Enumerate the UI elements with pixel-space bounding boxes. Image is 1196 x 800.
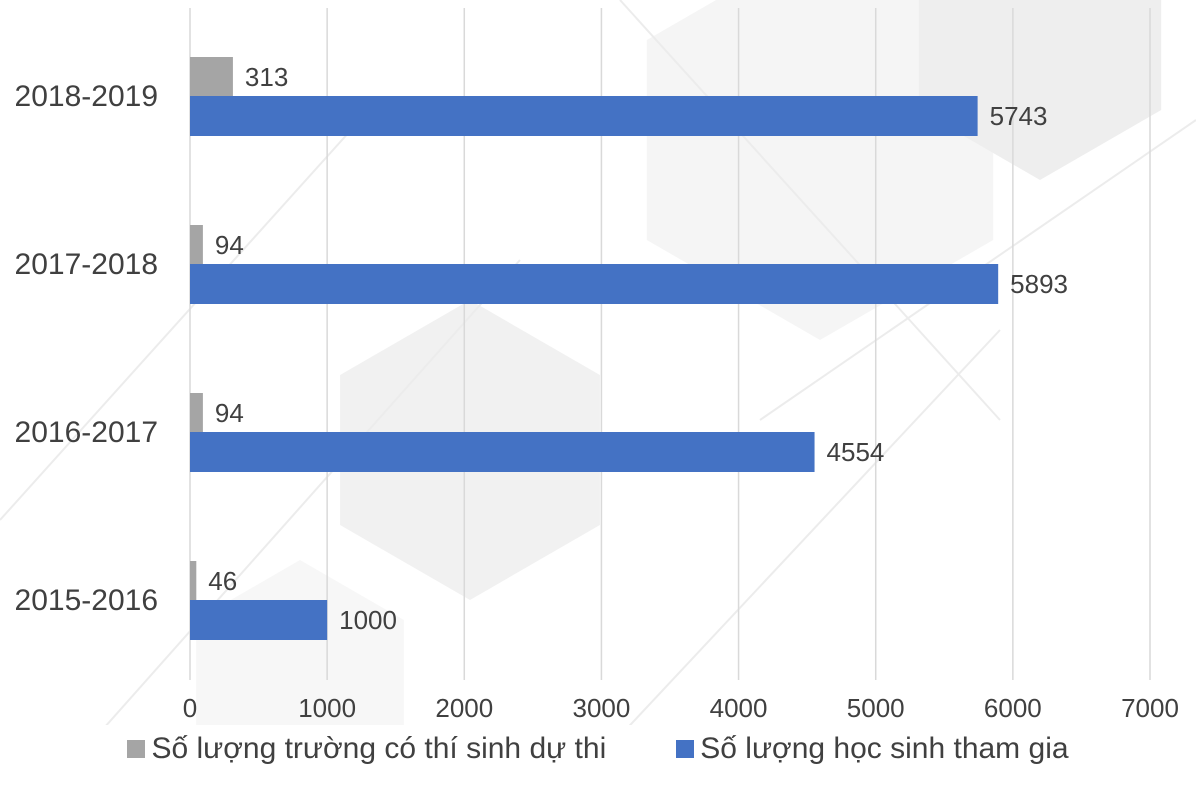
legend-item-students: Số lượng học sinh tham gia: [676, 732, 1069, 766]
data-label-s0-c1: 94: [215, 398, 244, 428]
bg-hexagon-1: [646, 0, 994, 340]
legend-swatch-schools: [127, 740, 146, 758]
x-tick-label-1: 1000: [298, 693, 356, 723]
x-tick-label-6: 6000: [984, 693, 1042, 723]
x-tick-label-2: 2000: [435, 693, 493, 723]
y-category-label-2: 2017-2018: [15, 248, 158, 281]
bar-s1-c1: [190, 432, 815, 472]
bar-s0-c2: [190, 225, 203, 265]
legend-label-students: Số lượng học sinh tham gia: [700, 732, 1069, 765]
data-label-s1-c2: 5893: [1010, 269, 1068, 299]
data-label-s1-c3: 5743: [990, 101, 1048, 131]
bg-hexagon-2: [918, 0, 1162, 180]
bar-s0-c1: [190, 393, 203, 433]
x-tick-label-0: 0: [183, 693, 197, 723]
y-category-label-3: 2018-2019: [15, 80, 158, 113]
legend-swatch-students: [676, 740, 695, 758]
y-category-label-1: 2016-2017: [15, 416, 158, 449]
bar-s1-c3: [190, 96, 978, 136]
bar-s0-c3: [190, 57, 233, 97]
bar-chart: 0 1000 2000 3000 4000 5000 6000 7000 2015-2016 46…: [0, 0, 1196, 725]
bars: [190, 57, 999, 640]
x-tick-label-7: 7000: [1121, 693, 1179, 723]
legend-label-schools: Số lượng trường có thí sinh dự thi: [151, 732, 607, 765]
bar-s1-c2: [190, 264, 999, 304]
bar-s1-c0: [190, 600, 328, 640]
bg-line-0: [0, 119, 361, 521]
x-tick-label-4: 4000: [710, 693, 768, 723]
labels: 0 1000 2000 3000 4000 5000 6000 7000 2015-2016 46…: [15, 62, 1179, 723]
bg-line-2: [628, 329, 1001, 725]
bg-line-4: [619, 0, 1001, 421]
data-label-s1-c1: 4554: [827, 437, 885, 467]
y-category-label-0: 2015-2016: [15, 584, 158, 617]
data-label-s0-c3: 313: [245, 62, 288, 92]
data-label-s0-c2: 94: [215, 230, 244, 260]
bar-s0-c0: [190, 561, 197, 601]
data-label-s1-c0: 1000: [339, 605, 397, 635]
legend: Số lượng trường có thí sinh dự thi Số lư…: [0, 732, 1196, 766]
legend-item-schools: Số lượng trường có thí sinh dự thi: [127, 732, 606, 766]
bg-line-1: [105, 259, 521, 725]
x-tick-label-5: 5000: [847, 693, 905, 723]
x-tick-label-3: 3000: [573, 693, 631, 723]
data-label-s0-c0: 46: [208, 566, 237, 596]
